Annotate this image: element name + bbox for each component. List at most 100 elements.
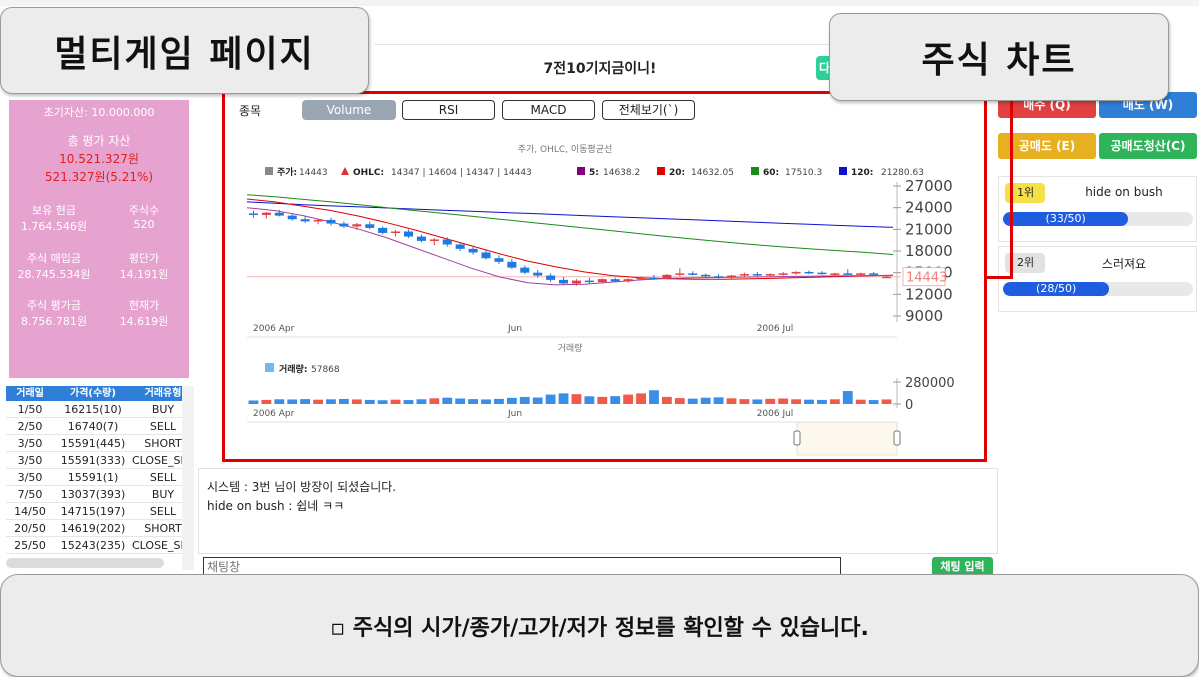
trade-price-cell: 13037(393) xyxy=(60,488,126,501)
multi-game-callout: 멀티게임 페이지 xyxy=(0,7,369,94)
volume-bar xyxy=(377,400,388,404)
trade-price-cell: 16740(7) xyxy=(67,420,119,433)
tab-volume[interactable]: Volume xyxy=(302,100,396,120)
trade-day-cell: 3/50 xyxy=(17,454,43,467)
volume-bar xyxy=(778,398,789,404)
shares-label: 주식수 xyxy=(128,204,160,217)
candle-body xyxy=(662,274,672,279)
table-row: 25/50 15243(235) CLOSE_SHORT xyxy=(6,537,194,554)
volume-bar xyxy=(855,399,866,404)
candle-body xyxy=(791,271,801,274)
candle-body xyxy=(623,279,633,282)
candle-body xyxy=(403,231,414,237)
volume-bar xyxy=(868,400,879,404)
trade-horizontal-scrollbar[interactable] xyxy=(6,558,164,568)
close-short-button[interactable]: 공매도청산(C) xyxy=(1099,133,1197,159)
candle-body xyxy=(352,224,362,227)
total-assets-value: 10.521.327원 xyxy=(59,152,139,166)
volume-title: 거래량 xyxy=(558,342,583,354)
legend-value: 57868 xyxy=(311,365,340,375)
rank-progress-1: (33/50) xyxy=(1003,212,1193,226)
rank-card-2: 2위 스러져요 (28/50) xyxy=(998,246,1197,312)
total-assets-label: 총 평가 자산 xyxy=(67,134,131,148)
legend-value: 17510.3 xyxy=(785,168,822,178)
volume-bar xyxy=(881,399,892,404)
candle-body xyxy=(843,273,853,275)
volume-bar xyxy=(726,398,737,404)
candle-body xyxy=(597,279,607,283)
candle-body xyxy=(636,277,646,280)
candle-body xyxy=(817,272,827,275)
candle-body xyxy=(688,273,698,275)
volume-bar xyxy=(429,398,440,404)
volume-bar xyxy=(636,393,646,404)
trade-day-cell: 3/50 xyxy=(17,471,43,484)
legend-value: 14443 xyxy=(299,168,328,178)
candle-body xyxy=(261,212,271,215)
legend-value: 14632.05 xyxy=(691,168,734,178)
candle-body xyxy=(274,212,284,216)
volume-bar xyxy=(248,400,259,404)
volume-bar xyxy=(687,398,698,404)
short-button[interactable]: 공매도 (E) xyxy=(998,133,1096,159)
price-y-tick-label: 12000 xyxy=(905,285,953,303)
candle-body xyxy=(739,274,749,276)
ma120-line xyxy=(246,201,894,228)
trade-table-header: 거래일 가격(수량) 거래유형 xyxy=(6,386,194,401)
price-x-tick-label: Jun xyxy=(507,324,522,334)
tab-view-all[interactable]: 전체보기(`) xyxy=(602,100,695,120)
col-header-day: 거래일 xyxy=(16,388,44,399)
volume-bar xyxy=(558,393,569,404)
tab-macd[interactable]: MACD xyxy=(502,100,595,120)
legend-label: 60: xyxy=(763,168,779,178)
legend-marker-icon xyxy=(341,167,349,175)
candle-body xyxy=(714,276,724,278)
volume-bar xyxy=(842,391,853,404)
shares-value: 520 xyxy=(133,218,155,231)
candle-body xyxy=(494,258,504,262)
current-price-value: 14.619원 xyxy=(119,315,169,328)
volume-bar xyxy=(494,398,504,404)
candle-body xyxy=(416,236,426,241)
volume-x-tick-label: 2006 Apr xyxy=(253,409,295,419)
caption-callout: ▫ 주식의 시가/종가/고가/저가 정보를 확인할 수 있습니다. xyxy=(0,574,1199,677)
volume-bar xyxy=(713,397,724,404)
header-divider xyxy=(374,44,830,45)
candle-body xyxy=(248,213,258,215)
volume-bar xyxy=(817,399,827,404)
volume-bar xyxy=(313,399,323,404)
candle-body xyxy=(442,239,452,245)
room-title: 7전10기지금이니! xyxy=(543,61,657,77)
legend-label: 5: xyxy=(589,168,599,178)
tab-rsi[interactable]: RSI xyxy=(402,100,495,120)
volume-bar xyxy=(442,397,453,404)
chat-send-button[interactable]: 채팅 입력 xyxy=(932,557,993,577)
trade-day-cell: 20/50 xyxy=(14,522,46,535)
volume-bar xyxy=(571,394,582,404)
trade-type-cell: BUY xyxy=(151,403,175,416)
candle-body xyxy=(300,219,310,222)
legend-value: 14638.2 xyxy=(603,168,640,178)
volume-bar xyxy=(765,398,776,404)
candle-body xyxy=(365,224,375,228)
volume-bar xyxy=(274,399,285,404)
volume-bar xyxy=(752,399,763,404)
col-header-type: 거래유형 xyxy=(144,388,182,399)
candle-body xyxy=(339,223,349,227)
volume-bar xyxy=(455,398,466,404)
volume-bar xyxy=(804,399,814,404)
candle-body xyxy=(869,273,879,275)
trade-price-cell: 16215(10) xyxy=(64,403,122,416)
header-green-button[interactable]: 다 xyxy=(816,56,830,80)
price-y-tick-label: 27000 xyxy=(905,177,953,195)
volume-bar xyxy=(261,399,272,404)
trade-vertical-scrollbar[interactable] xyxy=(182,386,194,570)
trade-day-cell: 14/50 xyxy=(14,505,46,518)
table-row: 3/50 15591(445) SHORT xyxy=(6,435,194,452)
table-row: 20/50 14619(202) SHORT xyxy=(6,520,194,537)
buy-amount-value: 28.745.534원 xyxy=(17,268,91,281)
legend-value: 21280.63 xyxy=(881,168,924,178)
table-row: 3/50 15591(333) CLOSE_SHORT xyxy=(6,452,194,469)
rank-badge-2: 2위 xyxy=(1005,253,1045,273)
